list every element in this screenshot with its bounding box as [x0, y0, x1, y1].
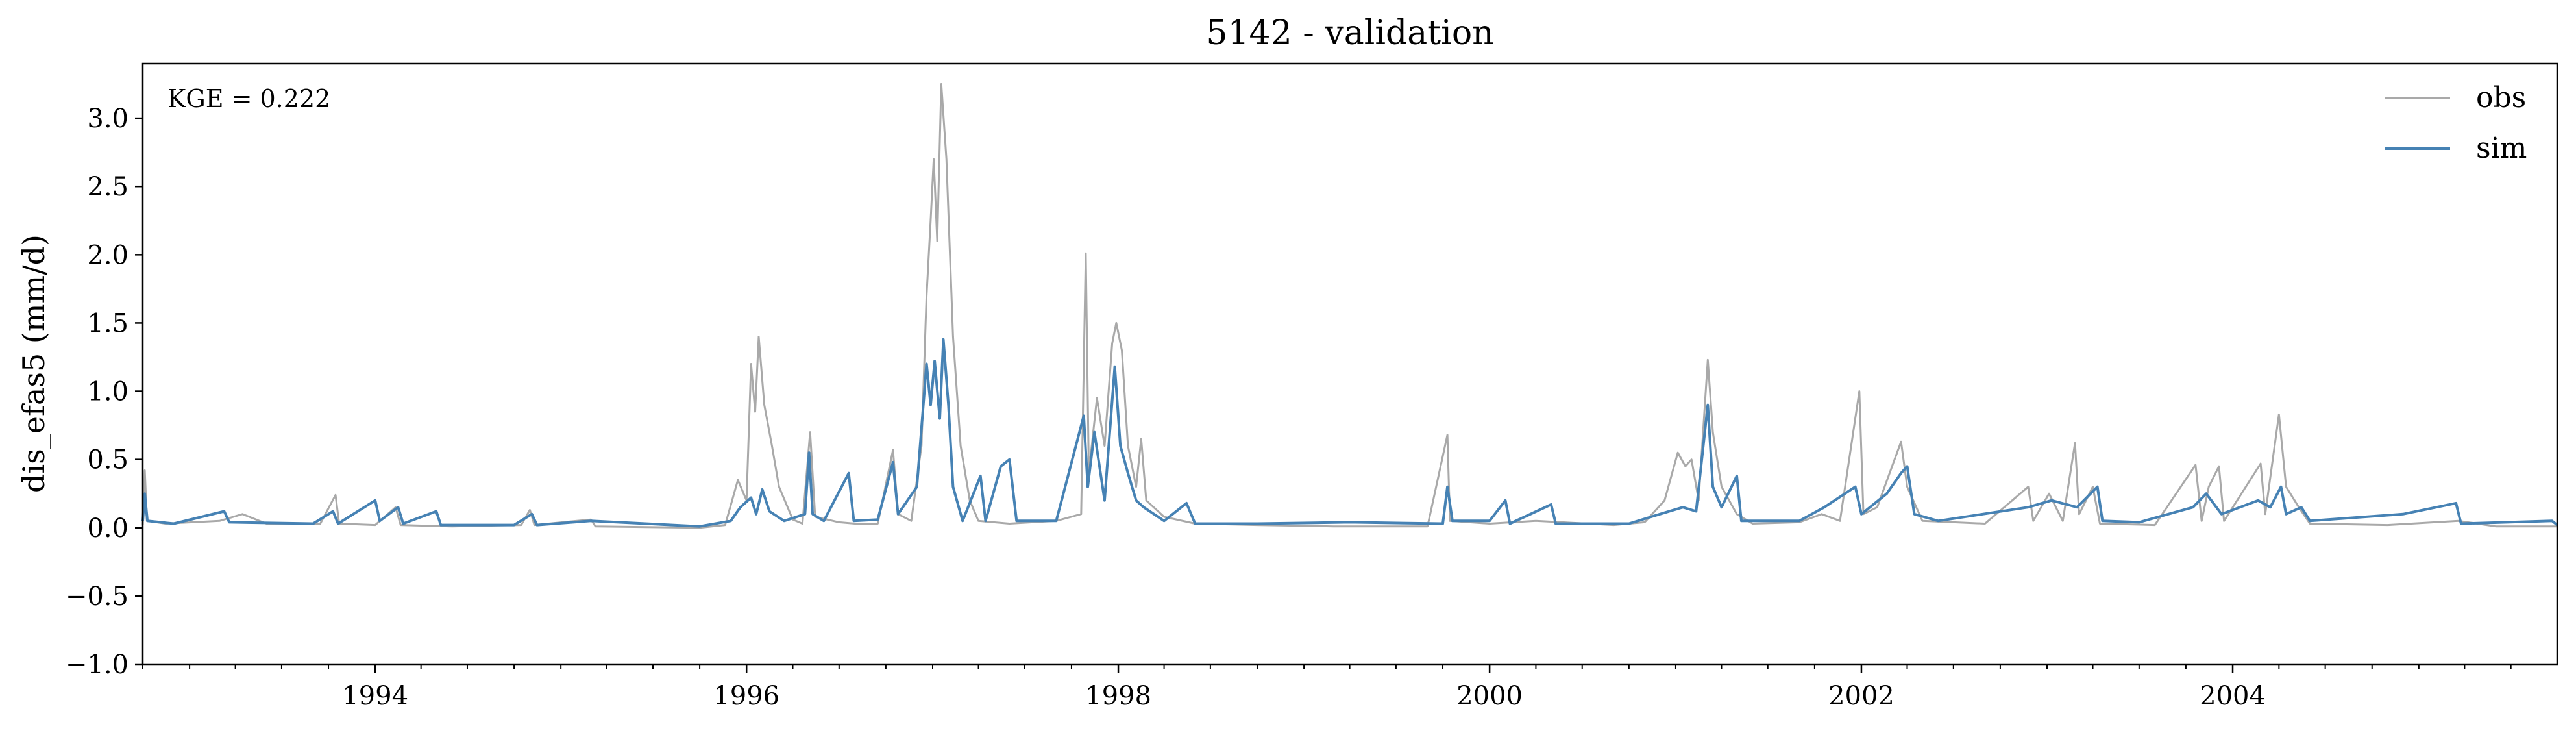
plot-area: [141, 62, 2558, 666]
x-tick-label: 2002: [1828, 681, 1895, 711]
x-tick-label: 1994: [342, 681, 408, 711]
x-axis-ticks: 1994 1996 1998 2000 2002 2004: [142, 664, 2512, 711]
y-tick-label: 0.0: [87, 514, 129, 543]
series-line-sim: [141, 338, 2558, 528]
y-tick-label: −0.5: [66, 582, 129, 612]
plot-frame: [141, 62, 2558, 666]
y-axis-label: dis_efas5 (mm/d): [16, 234, 51, 493]
x-tick-label: 2000: [1456, 681, 1523, 711]
chart-title: 5142 - validation: [1206, 14, 1493, 53]
kge-annotation: KGE = 0.222: [167, 84, 330, 113]
y-tick-label: 2.5: [87, 172, 129, 202]
y-tick-label: 1.5: [87, 308, 129, 338]
legend-label-obs: obs: [2476, 81, 2526, 114]
y-tick-label: 2.0: [87, 240, 129, 270]
y-tick-label: 3.0: [87, 104, 129, 134]
y-tick-label: 0.5: [87, 445, 129, 475]
y-tick-label: −1.0: [66, 650, 129, 680]
x-tick-label: 2004: [2200, 681, 2266, 711]
y-tick-label: 1.0: [87, 377, 129, 407]
legend-label-sim: sim: [2476, 132, 2527, 165]
series-line-obs: [141, 83, 2557, 529]
y-axis-ticks: −1.0 −0.5 0.0 0.5 1.0 1.5 2.0 2.5 3.0: [66, 104, 143, 680]
x-tick-label: 1998: [1085, 681, 1151, 711]
x-tick-label: 1996: [713, 681, 779, 711]
legend: obs sim: [2385, 81, 2527, 165]
series-layer: [141, 83, 2558, 529]
